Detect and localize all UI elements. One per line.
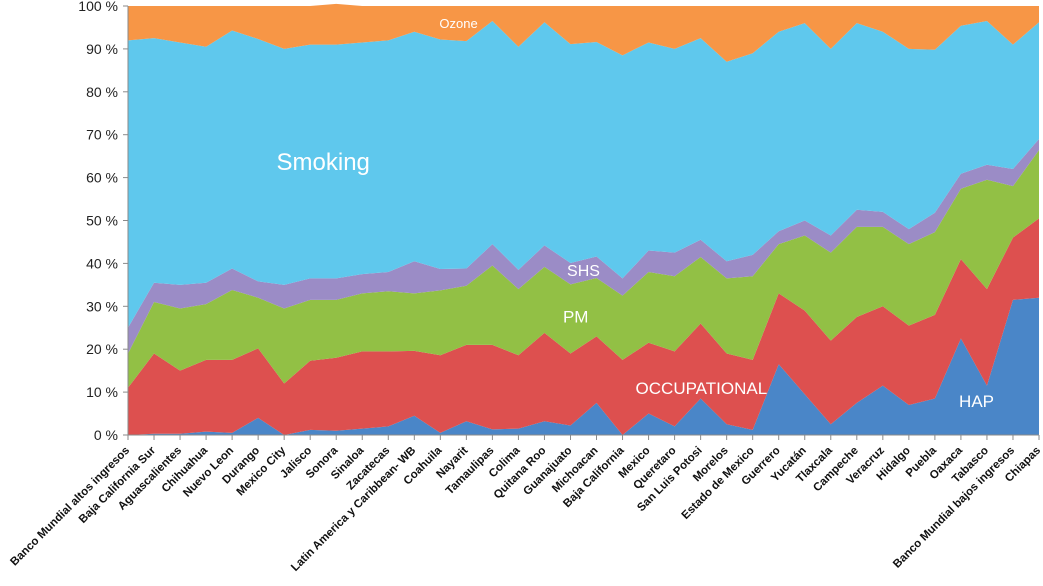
series-label-hap: HAP bbox=[959, 392, 994, 411]
y-tick-label: 0 % bbox=[94, 427, 118, 443]
series-label-occupational: OCCUPATIONAL bbox=[636, 379, 768, 398]
y-tick-label: 30 % bbox=[86, 298, 118, 314]
series-label-smoking: Smoking bbox=[277, 149, 370, 176]
y-tick-label: 50 % bbox=[86, 213, 118, 229]
area-occupational bbox=[128, 218, 1039, 435]
x-tick-label: Banco Mundial altos ingresos bbox=[8, 445, 132, 569]
y-tick-label: 70 % bbox=[86, 127, 118, 143]
y-tick-label: 80 % bbox=[86, 84, 118, 100]
series-areas bbox=[128, 3, 1039, 435]
y-tick-label: 90 % bbox=[86, 41, 118, 57]
series-labels: HAP OCCUPATIONAL PM SHS Smoking Ozone bbox=[277, 16, 994, 411]
series-label-pm: PM bbox=[563, 308, 589, 327]
area-ozone bbox=[128, 3, 1039, 62]
area-smoking bbox=[128, 21, 1039, 328]
y-tick-label: 10 % bbox=[86, 384, 118, 400]
area-hap bbox=[128, 297, 1039, 435]
series-label-ozone: Ozone bbox=[439, 16, 477, 31]
series-label-shs: SHS bbox=[567, 263, 600, 280]
y-tick-label: 20 % bbox=[86, 341, 118, 357]
y-axis: 0 % 10 % 20 % 30 % 40 % 50 % 60 % 70 % 80 % 90 % 1… bbox=[78, 0, 129, 443]
y-tick-label: 100 % bbox=[78, 0, 118, 14]
y-tick-label: 40 % bbox=[86, 255, 118, 271]
y-tick-label: 60 % bbox=[86, 170, 118, 186]
area-pm bbox=[128, 150, 1039, 388]
